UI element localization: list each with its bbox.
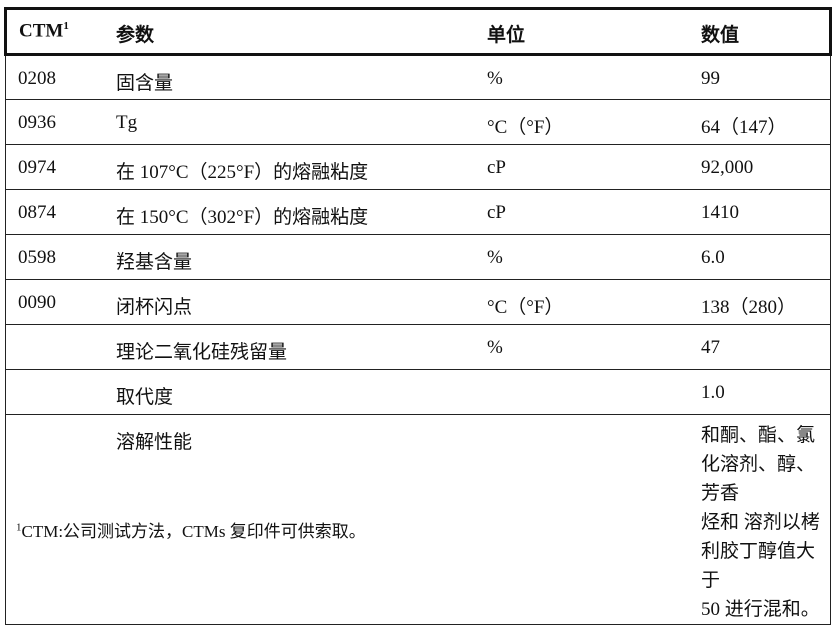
table-row: 0208 固含量% 99 bbox=[5, 54, 831, 100]
cell-value: 6.0 bbox=[701, 234, 831, 280]
cell-value: 92,000 bbox=[701, 144, 831, 190]
cell-value: 47 bbox=[701, 324, 831, 370]
cell-ctm: 0208 bbox=[5, 54, 116, 100]
header-unit: 单位 bbox=[487, 7, 701, 56]
table-header-row: CTM1 参数 单位 数值 bbox=[4, 7, 832, 56]
cell-value: 99 bbox=[701, 54, 831, 100]
table-row: 取代度 1.0 bbox=[5, 369, 831, 415]
header-value: 数值 bbox=[701, 7, 832, 56]
footnote: 1CTM:公司测试方法，CTMs 复印件可供索取。 bbox=[16, 517, 366, 542]
header-param: 参数 bbox=[116, 7, 487, 56]
cell-param: 羟基含量 bbox=[116, 234, 487, 280]
cell-ctm: 0974 bbox=[5, 144, 116, 190]
properties-table: CTM1 参数 单位 数值 0208 固含量% 99 0936 Tg °C（°F） 64（1… bbox=[4, 7, 832, 625]
solubility-line: 50 进行混和。 bbox=[701, 599, 820, 620]
table-row: 0598 羟基含量% 6.0 bbox=[5, 234, 831, 280]
cell-unit: % bbox=[487, 54, 701, 100]
cell-unit bbox=[487, 414, 701, 625]
cell-unit: cP bbox=[487, 144, 701, 190]
cell-unit: °C（°F） bbox=[487, 99, 701, 145]
cell-value: 64（147） bbox=[701, 99, 831, 145]
cell-unit: % bbox=[487, 234, 701, 280]
table-row: 0974 在 107°C（225°F）的熔融粘度 cP 92,000 bbox=[5, 144, 831, 190]
table-row: 理论二氧化硅残留量% 47 bbox=[5, 324, 831, 370]
cell-param: 在 107°C（225°F）的熔融粘度 bbox=[116, 144, 487, 190]
cell-ctm bbox=[5, 324, 116, 370]
footnote-marker: 1 bbox=[63, 20, 69, 32]
cell-param: 理论二氧化硅残留量 bbox=[116, 324, 487, 370]
cell-param: 闭杯闪点 bbox=[116, 279, 487, 325]
cell-param: 在 150°C（302°F）的熔融粘度 bbox=[116, 189, 487, 235]
cell-value: 1410 bbox=[701, 189, 831, 235]
cell-value: 1.0 bbox=[701, 369, 831, 415]
cell-unit: cP bbox=[487, 189, 701, 235]
footnote-text: CTM:公司测试方法，CTMs 复印件可供索取。 bbox=[21, 522, 366, 541]
cell-value: 138（280） bbox=[701, 279, 831, 325]
cell-ctm: 0936 bbox=[5, 99, 116, 145]
cell-param: Tg bbox=[116, 99, 487, 145]
table-row: 0936 Tg °C（°F） 64（147） bbox=[5, 99, 831, 145]
header-ctm: CTM1 bbox=[4, 7, 116, 56]
solubility-line: 和酮、酯、氯化溶剂、醇、芳香 bbox=[701, 425, 816, 504]
table-row: 0874 在 150°C（302°F）的熔融粘度 cP 1410 bbox=[5, 189, 831, 235]
cell-ctm bbox=[5, 369, 116, 415]
cell-value: 和酮、酯、氯化溶剂、醇、芳香 烃和 溶剂以栲利胶丁醇值大于 50 进行混和。 bbox=[701, 414, 831, 625]
cell-unit bbox=[487, 369, 701, 415]
header-ctm-label: CTM bbox=[19, 20, 64, 42]
cell-ctm: 0090 bbox=[5, 279, 116, 325]
footnote-sup: 1 bbox=[16, 521, 22, 534]
cell-ctm: 0598 bbox=[5, 234, 116, 280]
solubility-line: 烃和 溶剂以栲利胶丁醇值大于 bbox=[701, 512, 820, 591]
cell-ctm: 0874 bbox=[5, 189, 116, 235]
cell-param: 固含量 bbox=[116, 54, 487, 100]
cell-unit: °C（°F） bbox=[487, 279, 701, 325]
cell-unit: % bbox=[487, 324, 701, 370]
cell-param: 取代度 bbox=[116, 369, 487, 415]
table-row: 0090 闭杯闪点 °C（°F） 138（280） bbox=[5, 279, 831, 325]
